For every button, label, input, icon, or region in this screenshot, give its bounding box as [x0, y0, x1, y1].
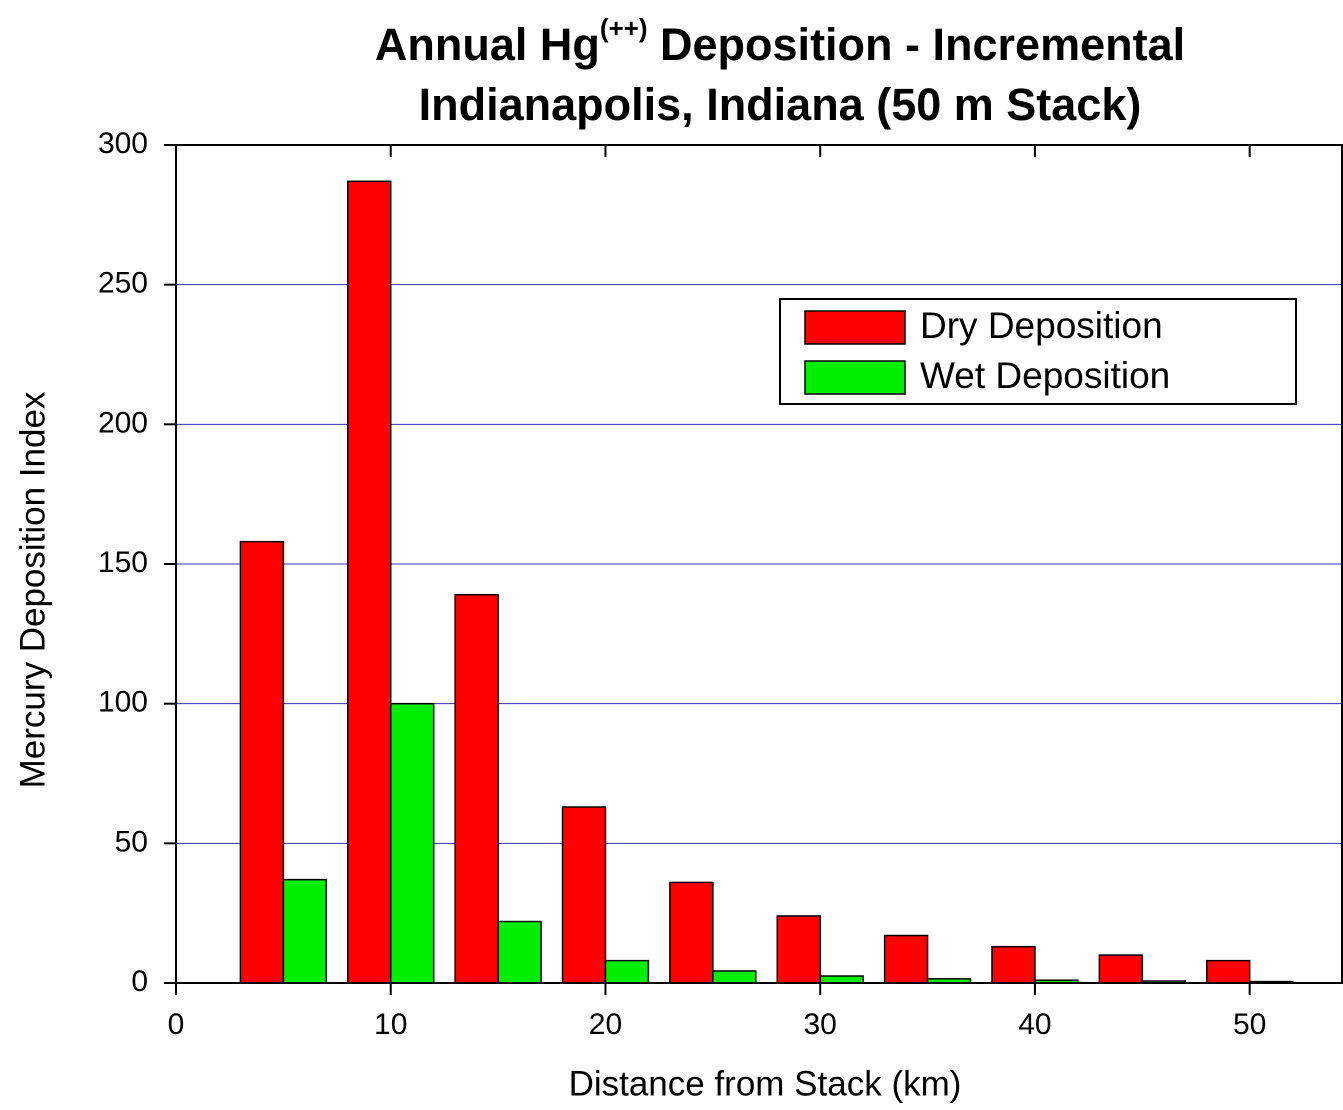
bar [604, 959, 650, 984]
bar [347, 180, 392, 984]
bar [712, 970, 757, 984]
bar [776, 915, 821, 984]
plot-frame [175, 144, 1343, 984]
bar [454, 593, 499, 984]
y-tick-label: 100 [98, 686, 148, 719]
legend-label: Wet Deposition [920, 355, 1170, 396]
y-tick-label: 50 [115, 825, 148, 858]
y-tick-label: 300 [98, 127, 148, 160]
bar [497, 920, 542, 984]
y-axis-label: Mercury Deposition Index [13, 391, 52, 788]
x-axis-label: Distance from Stack (km) [569, 1064, 962, 1103]
legend: Dry Deposition Wet Deposition [779, 298, 1297, 405]
legend-swatch [804, 310, 906, 345]
bar [883, 934, 929, 984]
bar [1098, 954, 1144, 984]
y-tick-label: 0 [131, 965, 148, 998]
legend-label: Dry Deposition [920, 305, 1163, 346]
bar [389, 702, 435, 984]
bar [819, 975, 864, 984]
legend-swatch [804, 360, 906, 395]
x-tick-label: 10 [374, 1008, 407, 1041]
x-tick-label: 0 [168, 1008, 185, 1041]
bar [239, 540, 285, 984]
y-tick-label: 150 [98, 546, 148, 579]
chart-title: Annual Hg(++) Deposition - Incremental [375, 13, 1185, 70]
y-tick-label: 250 [98, 267, 148, 300]
x-tick-label: 50 [1233, 1008, 1266, 1041]
bar [1205, 959, 1251, 984]
y-tick-label: 200 [98, 406, 148, 439]
bar [669, 881, 714, 984]
bar [991, 945, 1036, 984]
bar [282, 878, 328, 984]
x-tick-label: 40 [1018, 1008, 1051, 1041]
chart-subtitle: Indianapolis, Indiana (50 m Stack) [419, 79, 1142, 130]
bar [561, 806, 607, 984]
x-tick-label: 20 [589, 1008, 622, 1041]
x-tick-label: 30 [804, 1008, 837, 1041]
